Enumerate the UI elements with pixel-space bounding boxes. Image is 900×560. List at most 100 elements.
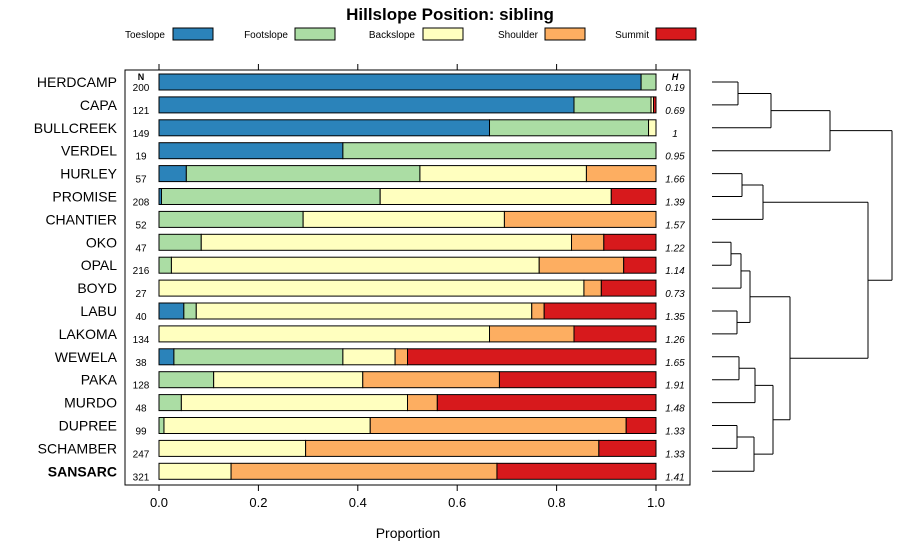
x-tick-label: 0.2 [249, 495, 267, 510]
bar-segment-wewela-backslope [342, 348, 396, 366]
bar-segment-murdo-backslope [180, 394, 408, 412]
bar-segment-labu-shoulder [531, 302, 545, 320]
bar-segment-oko-footslope [158, 233, 202, 251]
bar-segment-verdel-toeslope [158, 142, 344, 160]
row-label-herdcamp: HERDCAMP [37, 74, 117, 90]
h-value: 1.91 [665, 381, 684, 392]
bar-segment-murdo-summit [436, 394, 657, 412]
bar-segment-labu-summit [543, 302, 657, 320]
n-value: 19 [135, 152, 147, 163]
h-value: 1.26 [665, 335, 685, 346]
h-value: 0.69 [665, 106, 685, 117]
h-value: 1.39 [665, 198, 685, 209]
bar-segment-herdcamp-toeslope [158, 73, 642, 91]
plot-border [124, 69, 691, 486]
bar-segment-lakoma-shoulder [489, 325, 575, 343]
bar-segment-labu-backslope [195, 302, 533, 320]
bar-segment-capa-toeslope [158, 96, 575, 114]
bar-segment-opal-backslope [170, 256, 540, 274]
bar-segment-labu-footslope [183, 302, 197, 320]
legend-label-backslope: Backslope [369, 30, 416, 41]
bar-segment-hurley-backslope [419, 165, 587, 183]
bar-segment-promise-footslope [160, 188, 381, 205]
h-value: 1.33 [665, 449, 685, 460]
row-label-hurley: HURLEY [60, 166, 117, 182]
x-tick-label: 0.6 [448, 495, 466, 510]
row-label-wewela: WEWELA [55, 349, 118, 365]
bar-segment-verdel-footslope [342, 142, 657, 160]
row-label-dupree: DUPREE [59, 418, 117, 434]
bar-segment-labu-toeslope [158, 302, 185, 320]
row-label-lakoma: LAKOMA [59, 326, 118, 342]
n-value: 149 [133, 129, 150, 140]
h-value: 1.41 [665, 472, 684, 483]
n-value: 134 [133, 335, 150, 346]
n-value: 121 [133, 106, 150, 117]
bar-segment-bullcreek-backslope [648, 119, 657, 137]
h-value: 0.19 [665, 83, 685, 94]
bar-segment-sansarc-shoulder [230, 462, 498, 480]
row-label-murdo: MURDO [64, 395, 117, 411]
n-value: 200 [133, 83, 150, 94]
legend-swatch-toeslope [172, 27, 214, 41]
bar-segment-schamber-shoulder [305, 439, 600, 457]
bar-segment-lakoma-backslope [158, 325, 491, 343]
n-value: 40 [135, 312, 147, 323]
legend-swatch-summit [655, 27, 697, 41]
bar-segment-boyd-summit [600, 279, 657, 297]
bar-segment-schamber-backslope [158, 439, 307, 457]
n-value: 128 [133, 381, 150, 392]
bar-segment-opal-summit [623, 256, 657, 274]
bar-segment-chantier-shoulder [503, 210, 657, 228]
bar-segment-oko-shoulder [571, 233, 605, 251]
legend-swatch-shoulder [544, 27, 586, 41]
h-value: 0.73 [665, 289, 685, 300]
bar-segment-sansarc-summit [496, 462, 657, 480]
h-value: 1 [672, 129, 678, 140]
row-label-promise: PROMISE [52, 189, 117, 205]
bar-segment-wewela-shoulder [394, 348, 409, 366]
x-tick-label: 0.0 [150, 495, 168, 510]
legend-label-summit: Summit [615, 30, 649, 41]
chart-title: Hillslope Position: sibling [346, 5, 554, 24]
row-label-verdel: VERDEL [61, 143, 117, 159]
n-value: 247 [133, 449, 150, 460]
bar-segment-dupree-backslope [163, 417, 371, 434]
h-value: 0.95 [665, 152, 685, 163]
x-tick-label: 1.0 [647, 495, 665, 510]
n-value: 216 [133, 266, 150, 277]
bar-segment-wewela-toeslope [158, 348, 175, 366]
bar-segment-capa-summit [653, 96, 657, 114]
n-value: 57 [135, 175, 147, 186]
bar-segment-paka-summit [498, 371, 657, 389]
row-label-paka: PAKA [81, 372, 118, 388]
bar-segment-paka-footslope [158, 371, 215, 389]
bar-segment-dupree-footslope [158, 417, 165, 434]
bar-segment-hurley-shoulder [585, 165, 657, 183]
legend-swatch-footslope [294, 27, 336, 41]
row-label-opal: OPAL [81, 257, 118, 273]
n-value: 321 [133, 472, 150, 483]
bar-segment-oko-backslope [200, 233, 573, 251]
bar-segment-sansarc-backslope [158, 462, 232, 480]
row-label-boyd: BOYD [77, 280, 117, 296]
bar-segment-dupree-shoulder [369, 417, 627, 434]
row-label-sansarc: SANSARC [48, 463, 117, 479]
bar-segment-herdcamp-footslope [640, 73, 657, 91]
h-value: 1.22 [665, 243, 685, 254]
bar-segment-hurley-footslope [185, 165, 421, 183]
h-value: 1.48 [665, 404, 685, 415]
bar-segment-chantier-backslope [302, 210, 505, 228]
bar-segment-bullcreek-footslope [489, 119, 650, 137]
legend-label-toeslope: Toeslope [125, 30, 165, 41]
h-value: 1.65 [665, 358, 685, 369]
bar-segment-wewela-footslope [173, 348, 344, 366]
bar-segment-bullcreek-toeslope [158, 119, 491, 137]
bar-segment-oko-summit [603, 233, 657, 251]
h-header: H [672, 72, 679, 82]
h-value: 1.35 [665, 312, 685, 323]
bar-segment-paka-shoulder [362, 371, 500, 389]
h-value: 1.57 [665, 220, 685, 231]
legend: Toeslope Footslope Backslope Shoulder Summit [125, 27, 697, 41]
